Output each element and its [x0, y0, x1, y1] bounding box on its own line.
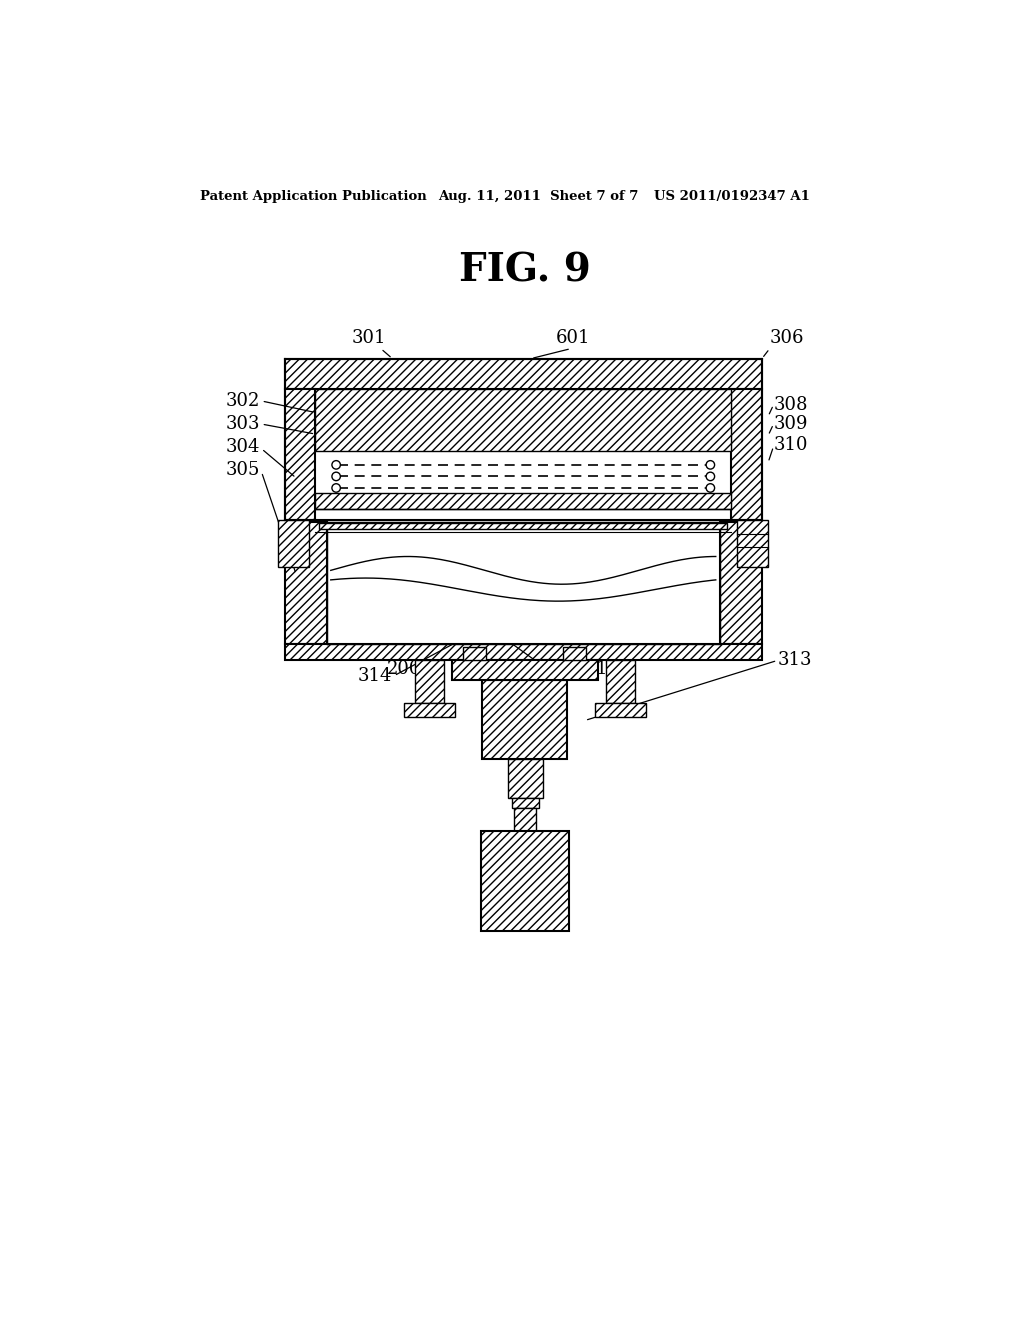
Bar [512, 797, 539, 808]
Text: 311: 311 [573, 660, 608, 678]
Circle shape [707, 483, 715, 492]
Bar [737, 520, 768, 566]
Text: 303: 303 [225, 414, 260, 433]
Bar [319, 523, 727, 529]
Text: 315: 315 [558, 667, 592, 685]
Text: 200: 200 [387, 660, 421, 678]
Bar [285, 359, 762, 389]
Bar [514, 808, 536, 832]
Bar [463, 647, 486, 660]
Bar [315, 494, 731, 508]
Bar [327, 521, 720, 644]
Circle shape [707, 461, 715, 469]
Bar [731, 389, 762, 520]
Text: 309: 309 [773, 414, 808, 433]
Bar [563, 647, 587, 660]
Bar [605, 660, 635, 702]
Text: Patent Application Publication: Patent Application Publication [200, 190, 427, 203]
Bar [720, 521, 762, 644]
Circle shape [332, 473, 340, 480]
Text: US 2011/0192347 A1: US 2011/0192347 A1 [654, 190, 810, 203]
Text: FIG. 9: FIG. 9 [459, 251, 591, 289]
Bar [415, 660, 444, 702]
Text: 601: 601 [556, 329, 591, 347]
Circle shape [332, 461, 340, 469]
Bar [279, 520, 309, 566]
Text: 301: 301 [352, 329, 386, 347]
Bar [452, 660, 598, 680]
Bar [508, 759, 543, 797]
Text: 305: 305 [225, 461, 260, 479]
Bar [482, 680, 567, 759]
Bar [595, 702, 646, 717]
Text: Aug. 11, 2011  Sheet 7 of 7: Aug. 11, 2011 Sheet 7 of 7 [438, 190, 639, 203]
Bar [403, 702, 455, 717]
Text: 306: 306 [770, 329, 804, 347]
Circle shape [332, 483, 340, 492]
Bar [285, 521, 327, 644]
Bar [285, 644, 762, 660]
Bar [315, 389, 731, 520]
Text: 314: 314 [358, 667, 392, 685]
Text: 302: 302 [225, 392, 260, 411]
Bar [481, 832, 569, 932]
Text: 304: 304 [225, 438, 260, 457]
Bar [285, 389, 315, 520]
Text: 310: 310 [773, 436, 808, 454]
Text: 313: 313 [777, 652, 812, 669]
Bar [315, 389, 731, 451]
Circle shape [707, 473, 715, 480]
Text: 308: 308 [773, 396, 808, 413]
